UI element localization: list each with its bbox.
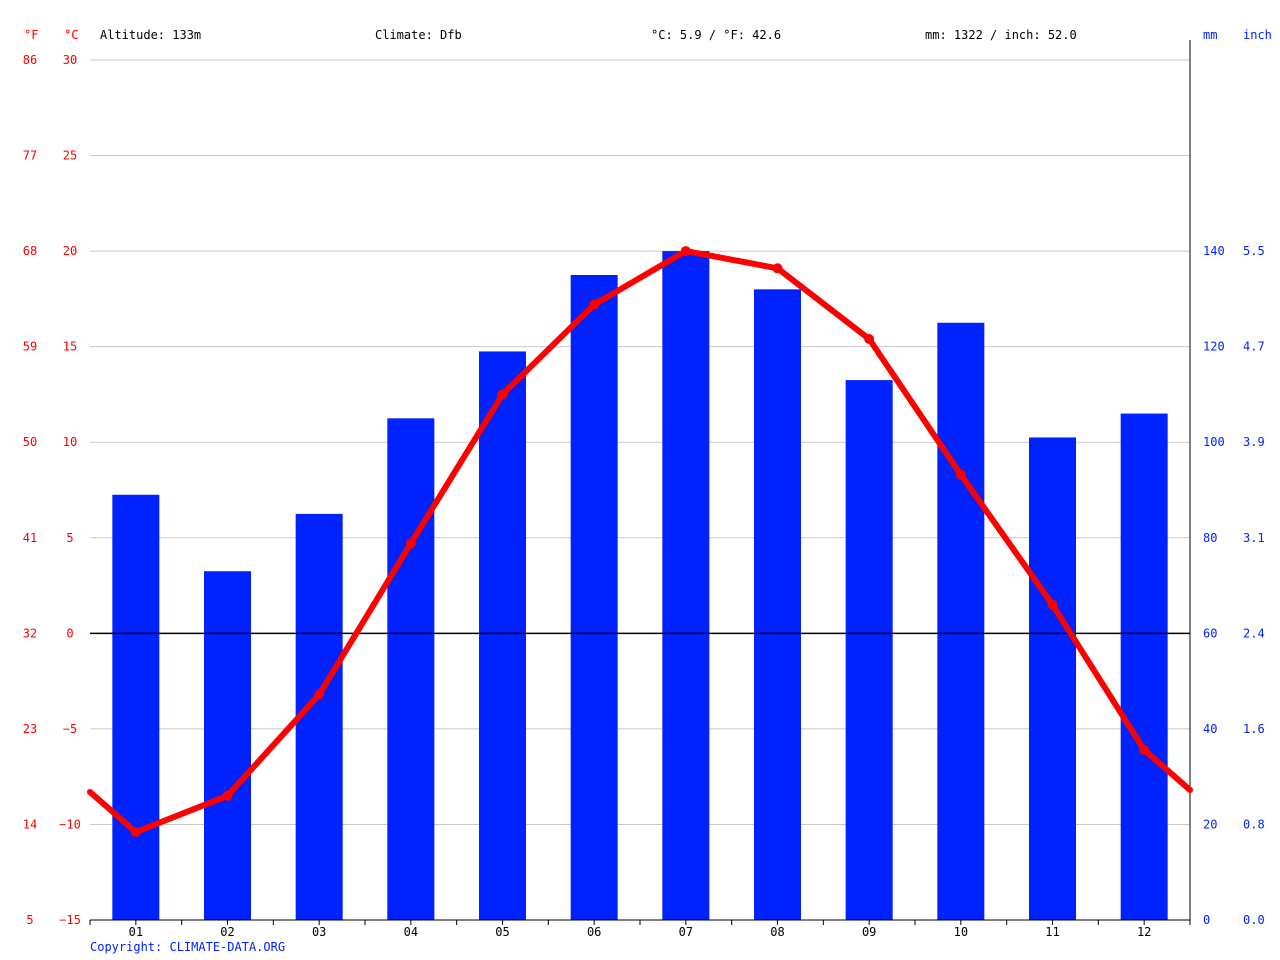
celsius-tick-label: 30 xyxy=(63,53,77,67)
celsius-tick-label: −5 xyxy=(63,722,77,736)
temperature-point xyxy=(772,263,783,274)
inch-tick-label: 0.0 xyxy=(1243,913,1265,927)
month-tick-label: 12 xyxy=(1137,925,1151,939)
celsius-tick-label: 25 xyxy=(63,149,77,163)
altitude-label: Altitude: 133m xyxy=(100,28,202,42)
precipitation-bar xyxy=(387,418,435,920)
mm-tick-label: 0 xyxy=(1203,913,1210,927)
temperature-line xyxy=(87,248,1193,836)
month-tick-label: 04 xyxy=(404,925,418,939)
month-tick-label: 07 xyxy=(679,925,693,939)
month-tick-label: 03 xyxy=(312,925,326,939)
month-tick-label: 09 xyxy=(862,925,876,939)
inch-unit-label: inch xyxy=(1243,28,1272,42)
copyright-link[interactable]: Copyright: CLIMATE-DATA.ORG xyxy=(90,940,286,954)
temperature-point xyxy=(314,689,325,700)
mm-tick-label: 140 xyxy=(1203,244,1225,258)
celsius-unit-label: °C xyxy=(64,28,79,42)
temperature-point xyxy=(955,469,966,480)
mm-tick-label: 40 xyxy=(1203,722,1217,736)
fahrenheit-tick-label: 50 xyxy=(23,435,37,449)
temperature-point xyxy=(589,299,600,310)
fahrenheit-unit-label: °F xyxy=(24,28,39,42)
precipitation-bar xyxy=(662,251,710,921)
precipitation-bar xyxy=(112,494,160,920)
inch-tick-label: 3.1 xyxy=(1243,531,1265,545)
month-tick-label: 06 xyxy=(587,925,601,939)
mm-tick-label: 120 xyxy=(1203,340,1225,354)
temperature-point xyxy=(405,538,416,549)
celsius-tick-label: −15 xyxy=(59,913,81,927)
inch-tick-label: 3.9 xyxy=(1243,435,1265,449)
inch-tick-label: 0.8 xyxy=(1243,817,1265,831)
celsius-tick-label: 10 xyxy=(63,435,77,449)
precipitation-bar xyxy=(295,513,343,920)
celsius-tick-label: 15 xyxy=(63,340,77,354)
temperature-point xyxy=(130,827,141,838)
inch-tick-label: 1.6 xyxy=(1243,722,1265,736)
precipitation-bar xyxy=(1029,437,1076,920)
mm-unit-label: mm xyxy=(1203,28,1218,42)
fahrenheit-tick-label: 59 xyxy=(23,340,37,354)
precipitation-bar xyxy=(754,289,801,920)
fahrenheit-tick-label: 23 xyxy=(23,722,37,736)
climate-label: Climate: Dfb xyxy=(375,28,462,42)
month-tick-label: 01 xyxy=(129,925,143,939)
celsius-tick-label: 20 xyxy=(63,244,77,258)
fahrenheit-tick-label: 32 xyxy=(23,626,37,640)
month-tick-label: 10 xyxy=(954,925,968,939)
temperature-summary: °C: 5.9 / °F: 42.6 xyxy=(651,28,782,42)
month-tick-label: 11 xyxy=(1045,925,1059,939)
precipitation-bar xyxy=(1120,413,1168,920)
fahrenheit-tick-label: 41 xyxy=(23,531,37,545)
precipitation-bar xyxy=(845,380,893,921)
fahrenheit-tick-label: 5 xyxy=(26,913,33,927)
fahrenheit-tick-label: 77 xyxy=(23,149,37,163)
mm-tick-label: 60 xyxy=(1203,626,1217,640)
temperature-point xyxy=(497,389,508,400)
temperature-point xyxy=(680,246,691,257)
precipitation-bar xyxy=(204,571,251,920)
mm-tick-label: 20 xyxy=(1203,817,1217,831)
celsius-tick-label: 0 xyxy=(66,626,73,640)
fahrenheit-tick-label: 86 xyxy=(23,53,37,67)
month-tick-label: 02 xyxy=(220,925,234,939)
precipitation-bar xyxy=(570,275,618,920)
month-tick-label: 05 xyxy=(495,925,509,939)
mm-tick-label: 100 xyxy=(1203,435,1225,449)
inch-tick-label: 2.4 xyxy=(1243,626,1265,640)
celsius-tick-label: 5 xyxy=(66,531,73,545)
inch-tick-label: 4.7 xyxy=(1243,340,1265,354)
fahrenheit-tick-label: 14 xyxy=(23,817,37,831)
temperature-point xyxy=(222,790,233,801)
temperature-point xyxy=(1139,744,1150,755)
mm-tick-label: 80 xyxy=(1203,531,1217,545)
fahrenheit-tick-label: 68 xyxy=(23,244,37,258)
celsius-tick-label: −10 xyxy=(59,817,81,831)
precipitation-summary: mm: 1322 / inch: 52.0 xyxy=(925,28,1077,42)
month-tick-label: 08 xyxy=(770,925,784,939)
temperature-point xyxy=(1047,599,1058,610)
precipitation-bar xyxy=(937,322,985,920)
precipitation-bar xyxy=(479,351,526,920)
temperature-point xyxy=(864,334,875,345)
inch-tick-label: 5.5 xyxy=(1243,244,1265,258)
